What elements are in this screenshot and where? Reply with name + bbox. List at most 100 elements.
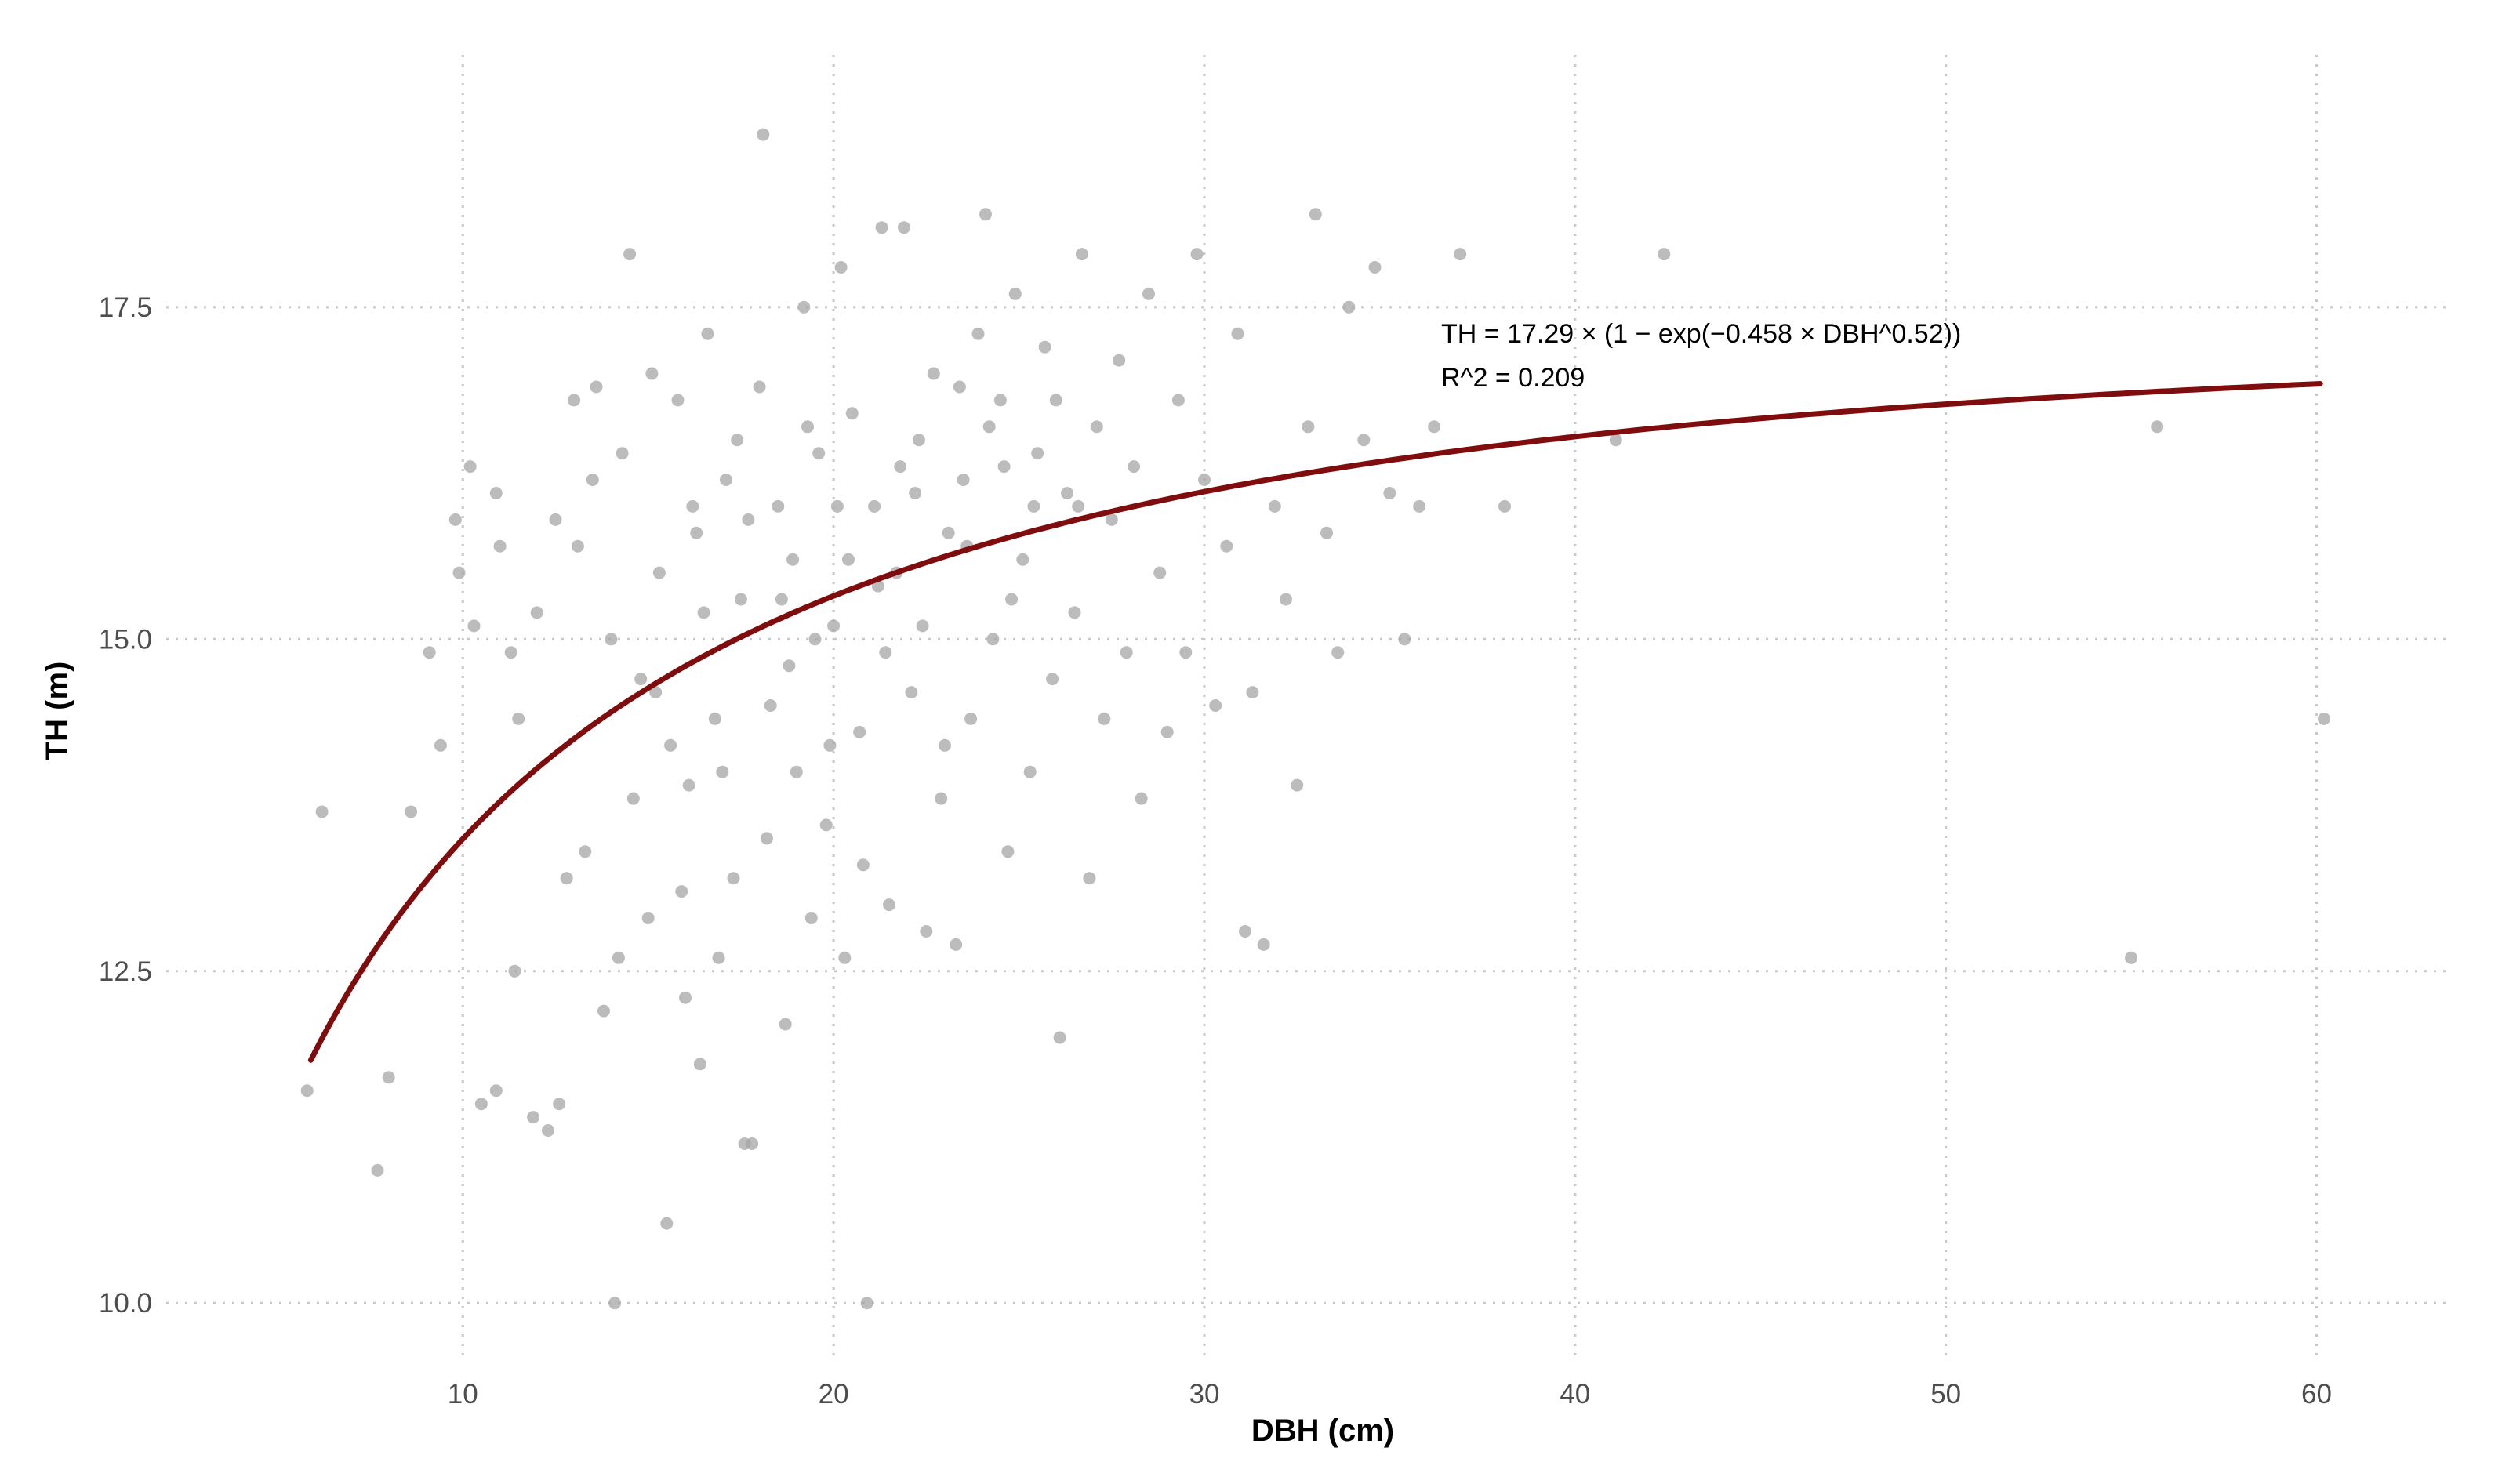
fit-curve	[307, 381, 2323, 1063]
data-point	[474, 1098, 488, 1111]
data-point	[1398, 633, 1411, 646]
y-tick-label: 10.0	[99, 1288, 152, 1319]
data-point	[827, 619, 841, 633]
data-point	[1098, 712, 1111, 725]
data-point	[905, 686, 918, 699]
data-point	[957, 474, 970, 486]
data-point	[834, 261, 848, 274]
data-point	[571, 539, 584, 553]
data-point	[1105, 513, 1118, 526]
data-point	[1135, 792, 1148, 805]
data-point	[883, 898, 895, 912]
data-point	[1454, 248, 1467, 261]
data-point	[448, 513, 462, 526]
data-point	[1331, 646, 1345, 659]
data-point	[720, 474, 732, 486]
data-point	[1302, 420, 1315, 434]
data-point	[463, 460, 477, 474]
data-point	[693, 1058, 706, 1071]
data-point	[434, 738, 447, 752]
data-point	[641, 912, 655, 924]
data-point	[1498, 499, 1511, 513]
data-point	[605, 633, 618, 646]
data-point	[979, 208, 992, 221]
data-point	[590, 380, 603, 394]
data-point	[894, 460, 907, 474]
data-point	[1198, 474, 1211, 486]
data-point	[1075, 248, 1088, 261]
data-point	[626, 792, 640, 805]
data-point	[2125, 951, 2138, 964]
data-point	[527, 1111, 540, 1124]
data-point	[612, 951, 625, 964]
data-point	[679, 991, 692, 1004]
data-point	[1309, 208, 1322, 221]
data-point	[586, 474, 599, 486]
x-tick-label: 30	[1189, 1379, 1219, 1410]
data-point	[423, 646, 436, 659]
data-point	[682, 778, 695, 792]
data-point	[939, 738, 951, 752]
data-point	[879, 646, 892, 659]
data-point	[790, 765, 803, 778]
data-point	[708, 712, 721, 725]
y-gridlines	[166, 306, 2446, 1304]
data-point	[1368, 261, 1382, 274]
data-point	[734, 593, 747, 606]
data-point	[856, 858, 870, 872]
data-point	[508, 964, 521, 978]
data-point	[1246, 686, 1259, 699]
data-point	[1609, 434, 1622, 447]
data-point	[942, 526, 955, 539]
data-point	[812, 447, 826, 460]
data-point	[512, 712, 525, 725]
data-point	[504, 646, 517, 659]
data-point	[986, 633, 1000, 646]
data-point	[845, 407, 859, 420]
data-point	[1160, 725, 1174, 738]
data-point	[634, 673, 648, 686]
data-point	[701, 327, 714, 340]
data-point	[1120, 646, 1133, 659]
data-point	[1005, 593, 1019, 606]
data-point	[382, 1071, 395, 1084]
data-point	[1027, 499, 1040, 513]
data-point	[1179, 646, 1193, 659]
y-tick-labels: 10.0 12.5 15.0 17.5	[99, 292, 152, 1319]
data-point	[660, 1217, 674, 1230]
data-point	[772, 499, 785, 513]
data-point	[579, 845, 592, 858]
data-point	[1320, 526, 1333, 539]
data-point	[1383, 487, 1396, 499]
data-point	[731, 434, 744, 447]
data-point	[993, 394, 1007, 407]
data-point	[797, 300, 811, 314]
data-point	[783, 659, 796, 673]
data-point	[467, 619, 481, 633]
data-point	[649, 686, 663, 699]
data-point	[530, 606, 543, 619]
data-point	[971, 327, 985, 340]
y-tick-label: 15.0	[99, 624, 152, 655]
data-point	[746, 1137, 759, 1150]
data-point	[860, 1297, 873, 1310]
data-point	[716, 765, 729, 778]
data-point	[753, 380, 766, 394]
data-point	[898, 221, 910, 234]
data-point	[2151, 420, 2164, 434]
data-point	[1153, 566, 1167, 579]
data-point	[1342, 300, 1356, 314]
data-point	[597, 1004, 610, 1018]
data-point	[1038, 340, 1051, 354]
data-point	[645, 367, 659, 380]
data-point	[1068, 606, 1081, 619]
data-point	[727, 872, 740, 885]
data-point	[964, 712, 978, 725]
data-point	[452, 566, 466, 579]
data-point	[686, 499, 699, 513]
x-tick-label: 40	[1560, 1379, 1590, 1410]
data-point	[1008, 287, 1022, 300]
data-point	[1023, 765, 1037, 778]
data-point	[1113, 354, 1126, 367]
data-point	[838, 951, 852, 964]
